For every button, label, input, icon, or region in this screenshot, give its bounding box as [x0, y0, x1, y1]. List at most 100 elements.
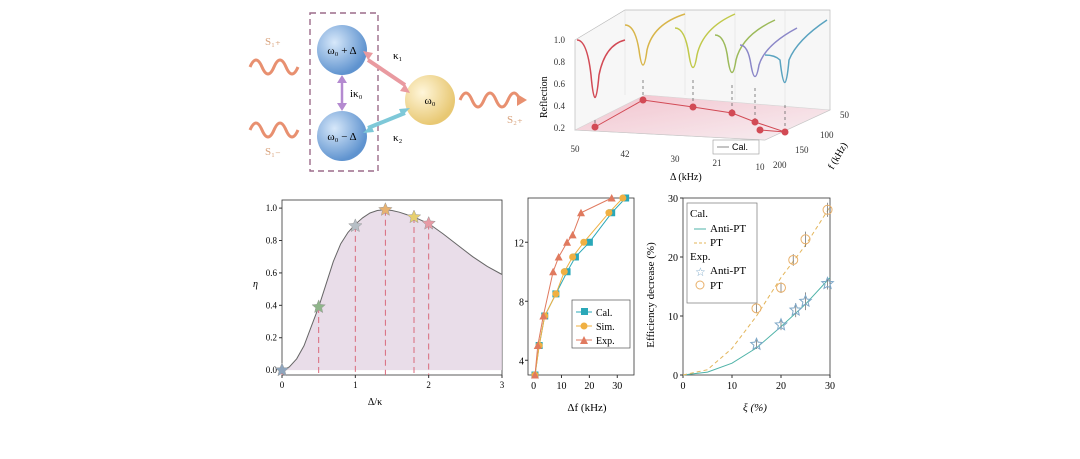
eff-xtick-3: 30	[825, 381, 835, 392]
z-tick-3: 0.6	[554, 79, 566, 89]
anti-pt-point-4	[820, 276, 835, 290]
x-tick-3: 30	[671, 154, 681, 164]
curve-3	[674, 13, 736, 69]
exp-point-4	[554, 253, 563, 261]
anti-pt-point-3	[798, 294, 813, 308]
eta-ticks: 0 1 2 3 0.0 0.2 0.4 0.6 0.8 1.0	[266, 203, 505, 390]
eta-xtick-1: 1	[353, 380, 358, 390]
y-tick-4: 200	[773, 160, 787, 170]
curve-5	[739, 27, 798, 78]
output-arrowhead	[517, 94, 527, 106]
delta-f-axes-box	[527, 197, 635, 376]
df-xtick-2: 20	[584, 381, 594, 392]
eta-star-0	[274, 362, 290, 377]
bottom-arrowheads	[363, 108, 410, 133]
efficiency-ticks: 0 10 20 30 0 10 20 30	[668, 194, 835, 392]
y-tick-3: 150	[795, 145, 809, 155]
legend-cal-heading: Cal.	[690, 208, 708, 220]
anti-pt-point-0	[749, 337, 764, 351]
input-wave-bottom	[248, 121, 300, 139]
eta-xtick-0: 0	[280, 380, 285, 390]
z-axis-label: Reflection	[539, 76, 550, 118]
delta-f-frame	[527, 197, 635, 376]
eta-star-4	[406, 209, 422, 224]
sim-point-6	[580, 238, 588, 246]
exp-point-0	[530, 371, 539, 379]
grid	[624, 10, 786, 105]
exp-point-5	[563, 238, 572, 246]
exp-point-1	[533, 341, 542, 349]
delta-f-line-1	[534, 197, 624, 376]
delta-f-line-0	[534, 197, 626, 376]
z-tick-1: 1.0	[554, 35, 566, 45]
sim-point-7	[605, 209, 613, 217]
curve-2	[624, 13, 686, 66]
eta-ytick-5: 1.0	[266, 203, 278, 213]
eta-star-1	[311, 299, 326, 314]
df-ytick-0: 4	[519, 356, 524, 367]
exp-point-7	[577, 208, 585, 217]
vertical-coupling-label: iκ₀	[350, 88, 363, 100]
efficiency-legend	[686, 202, 758, 304]
eta-panel: 0 1 2 3 0.0 0.2 0.4 0.6 0.8 1.0 η Δ/κ	[245, 195, 510, 410]
legend-antipt-cal: Anti-PT	[710, 223, 746, 235]
eta-ytick-2: 0.4	[266, 300, 278, 310]
eff-xtick-1: 10	[727, 381, 737, 392]
right-sphere-label: ω₀	[424, 95, 435, 107]
efficiency-ylabel: Efficiency decrease (%)	[645, 242, 657, 348]
eta-ytick-1: 0.2	[266, 333, 277, 343]
df-xtick-3: 30	[612, 381, 622, 392]
legend-star-icon: ☆	[695, 265, 706, 279]
sim-point-3	[552, 290, 560, 298]
x-tick-2: 42	[621, 149, 630, 159]
y-tick-1: 50	[840, 110, 850, 120]
delta-f-xlabel: Δf (kHz)	[567, 402, 606, 414]
top-sphere	[317, 25, 367, 75]
curve-4	[714, 19, 776, 74]
df-ytick-2: 12	[514, 238, 524, 249]
df-xtick-1: 10	[556, 381, 566, 392]
efficiency-frame	[682, 197, 831, 376]
eta-xtick-2: 2	[426, 380, 431, 390]
eta-curve	[281, 209, 503, 371]
cal-point-6	[585, 238, 593, 246]
schematic-svg: S₁₊ S₁₋ ω₀ + Δ ω₀ − Δ ω₀ iκ₀ κ₁ κ₂ S₂₊	[248, 12, 527, 172]
z-tick-2: 0.8	[554, 57, 566, 67]
sim-point-4	[560, 268, 568, 276]
input-bottom-label: S₁₋	[265, 146, 281, 158]
delta-f-ticks: 0 10 20 30 4 8 12	[514, 238, 622, 392]
sim-point-5	[569, 253, 577, 261]
eta-star-5	[421, 215, 436, 230]
delta-f-panel: 0 10 20 30 4 8 12 Δf (kHz) Cal. Sim. Exp.	[512, 190, 642, 415]
efficiency-panel: 0 10 20 30 0 10 20 30 Efficiency decrease (%) ξ…	[640, 190, 840, 415]
input-wave-top	[248, 58, 300, 76]
eta-star-3	[378, 202, 393, 216]
eta-xtick-3: 3	[500, 380, 505, 390]
eff-ytick-2: 20	[668, 253, 678, 264]
eff-ytick-1: 10	[668, 312, 678, 323]
x-tick-4: 21	[713, 158, 722, 168]
dashed-box	[309, 12, 379, 172]
pt-point-0	[751, 303, 762, 314]
reflection-3d-panel: 1.0 0.8 0.6 0.4 0.2 50 42 30 21 10 50 10…	[535, 0, 855, 185]
vertical-arrowheads	[337, 75, 347, 111]
legend-pt-cal: PT	[710, 237, 723, 249]
bottom-coupling-arrow	[367, 111, 406, 130]
output-wave	[458, 91, 522, 109]
floor	[573, 94, 832, 141]
legend-sim-marker	[580, 322, 588, 330]
df-xtick-0: 0	[531, 381, 536, 392]
curve-6	[764, 19, 828, 84]
y-axis-label: f (kHz)	[826, 141, 850, 172]
exp-point-8	[607, 194, 616, 202]
x-axis-label: Δ (kHz)	[670, 172, 702, 183]
sim-point-8	[619, 194, 627, 202]
exp-point-3	[549, 267, 558, 276]
eta-ytick-0: 0.0	[266, 365, 278, 375]
bottom-sphere-label: ω₀ − Δ	[327, 131, 356, 143]
eta-xlabel: Δ/κ	[368, 397, 382, 408]
eta-ytick-3: 0.6	[266, 268, 278, 278]
drop-lines	[594, 80, 786, 132]
bottom-coupling-label: κ₂	[393, 132, 403, 144]
exp-point-6	[568, 230, 577, 239]
